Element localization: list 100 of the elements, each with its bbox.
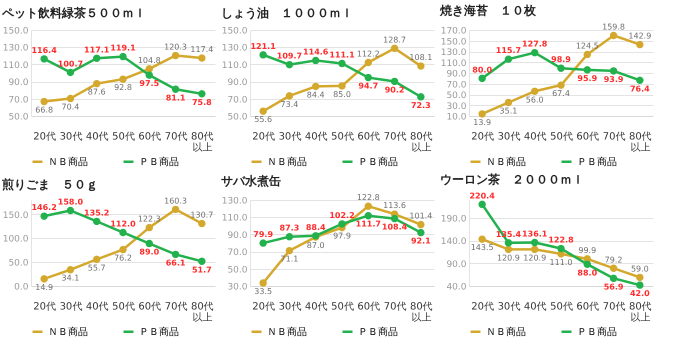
x-tick-label: 70代 — [164, 132, 188, 142]
chart-title: 煎りごま ５０ｇ — [1, 177, 98, 192]
data-label: 34.1 — [62, 274, 80, 283]
chart-title: しょう油 １０００ｍｌ — [221, 6, 354, 20]
data-label: 89.0 — [139, 247, 160, 256]
data-label: 90.2 — [384, 85, 404, 94]
x-tick-label: 80代以上 — [190, 132, 214, 154]
data-label: 120.9 — [523, 253, 546, 262]
data-label: 66.1 — [166, 258, 186, 268]
x-tick-label: 20代 — [252, 302, 276, 312]
point — [478, 235, 486, 243]
data-label: 220.4 — [469, 191, 496, 200]
data-label: 76.4 — [630, 84, 650, 94]
legend-label: ＮＢ商品 — [267, 156, 307, 168]
point — [286, 246, 294, 254]
point — [40, 55, 48, 63]
y-tick-label: 50.0 — [227, 265, 248, 276]
data-label: 70.4 — [62, 102, 80, 112]
point — [417, 62, 425, 70]
y-tick-label: 110.0 — [440, 58, 467, 69]
data-label: 97.9 — [333, 232, 351, 241]
data-label: 95.9 — [577, 74, 598, 83]
point — [259, 239, 267, 247]
y-tick-label: 90.0 — [227, 78, 248, 88]
chart-title: ペット飲料緑茶５００ｍｌ — [1, 6, 146, 20]
data-label: 122.8 — [548, 236, 574, 245]
data-label: 72.3 — [410, 100, 431, 110]
x-tick-label: 50代 — [112, 132, 135, 142]
y-tick-label: 140.0 — [440, 237, 467, 248]
x-tick-label: 20代 — [33, 132, 56, 142]
y-tick-label: 150.0 — [440, 37, 467, 48]
data-label: 116.4 — [31, 46, 58, 55]
x-tick-label: 40代 — [304, 302, 328, 312]
data-label: 92.1 — [410, 236, 432, 246]
point — [584, 260, 591, 268]
data-label: 35.1 — [500, 106, 518, 116]
data-label: 66.8 — [35, 106, 54, 115]
y-tick-label: 40.0 — [446, 282, 467, 292]
point — [610, 264, 618, 272]
data-label: 122.3 — [138, 214, 161, 224]
point — [364, 74, 372, 82]
point — [417, 93, 425, 101]
chart-title: 焼き海苔 １０枚 — [439, 3, 538, 18]
x-tick-label: 40代 — [304, 132, 328, 142]
x-tick-label: 60代 — [138, 132, 162, 142]
point — [286, 60, 294, 68]
data-label: 87.3 — [280, 224, 300, 233]
point — [338, 220, 346, 228]
x-tick-label: 60代 — [576, 132, 600, 142]
point — [259, 51, 267, 59]
data-label: 158.0 — [58, 198, 84, 207]
legend-label: ＮＢ商品 — [486, 326, 526, 338]
legend-label: ＰＢ商品 — [358, 326, 398, 338]
chart-title: サバ水煮缶 — [221, 174, 282, 188]
point — [338, 82, 346, 90]
data-label: 73.4 — [280, 100, 298, 109]
chart-title: ウーロン茶 ２０００ｍｌ — [440, 172, 584, 186]
data-label: 85.0 — [333, 90, 351, 99]
data-label: 92.8 — [114, 83, 132, 92]
data-label: 80.0 — [472, 65, 492, 74]
data-label: 42.0 — [630, 289, 650, 298]
data-label: 94.7 — [358, 82, 378, 91]
y-tick-label: 30.0 — [446, 102, 467, 112]
point — [66, 94, 74, 102]
y-tick-label: 150.0 — [222, 26, 248, 36]
y-tick-label: 190.0 — [440, 214, 467, 225]
legend-label: ＮＢ商品 — [48, 156, 88, 168]
point — [146, 65, 153, 73]
y-tick-label: 130.0 — [440, 48, 467, 58]
data-label: 104.8 — [138, 56, 161, 65]
point — [417, 228, 425, 236]
point — [259, 107, 267, 115]
data-label: 119.1 — [110, 44, 136, 53]
legend-label: ＰＢ商品 — [358, 156, 398, 168]
y-tick-label: 50.0 — [446, 91, 467, 101]
y-tick-label: 110.0 — [222, 60, 248, 71]
y-tick-label: 90.0 — [8, 78, 29, 88]
point — [93, 218, 100, 226]
point — [531, 88, 538, 95]
point — [610, 32, 618, 40]
point — [40, 98, 48, 106]
data-label: 76.2 — [114, 254, 132, 263]
x-tick-label: 50代 — [550, 132, 573, 142]
point — [504, 239, 512, 247]
point — [172, 250, 180, 258]
data-label: 84.4 — [306, 90, 325, 100]
data-label: 128.7 — [383, 35, 406, 44]
point — [312, 56, 320, 64]
y-tick-label: 110.0 — [222, 214, 248, 224]
y-tick-label: 10.0 — [446, 112, 467, 122]
x-tick-label: 60代 — [357, 302, 380, 312]
point — [390, 78, 398, 86]
x-tick-label: 70代 — [602, 302, 626, 312]
data-label: 67.4 — [552, 89, 570, 98]
legend-label: ＮＢ商品 — [48, 326, 88, 338]
x-tick-label: 40代 — [86, 302, 109, 312]
data-label: 117.1 — [84, 45, 110, 54]
y-tick-label: 110.0 — [2, 60, 29, 71]
data-label: 93.9 — [604, 74, 624, 84]
data-label: 108.1 — [409, 53, 432, 62]
